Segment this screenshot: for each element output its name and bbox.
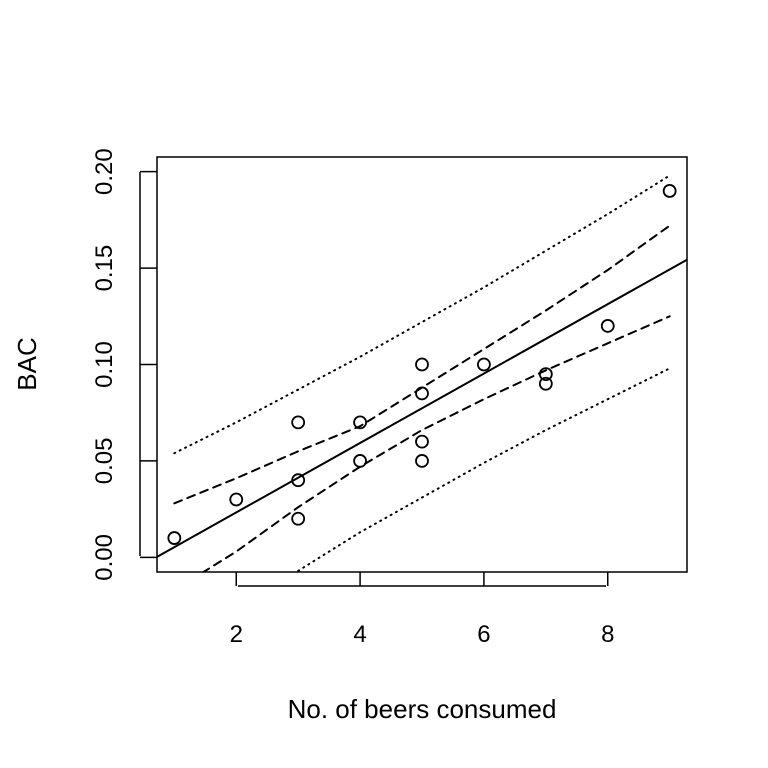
- data-point: [229, 492, 244, 507]
- y-tick-label: 0.20: [91, 148, 118, 195]
- data-point: [353, 415, 367, 430]
- prediction-band-lower: [297, 367, 671, 572]
- y-axis: 0.00 0.05 0.10 0.15 0.20: [91, 148, 157, 581]
- fit-line-group: [157, 258, 687, 558]
- data-point: [477, 357, 491, 372]
- data-point: [291, 415, 306, 430]
- data-point: [353, 454, 367, 468]
- data-point: [415, 357, 429, 372]
- x-tick-label: 2: [230, 621, 243, 648]
- x-axis-title: No. of beers consumed: [288, 694, 557, 724]
- regression-line: [157, 258, 687, 558]
- confidence-band-upper: [173, 224, 671, 505]
- y-axis-title: BAC: [12, 337, 42, 390]
- data-point: [415, 386, 429, 401]
- data-point: [167, 531, 182, 545]
- plot-frame: [156, 156, 688, 573]
- x-tick-label: 4: [353, 621, 366, 648]
- confidence-band-lower: [201, 315, 671, 572]
- data-point: [291, 473, 306, 488]
- x-tick-label: 6: [477, 621, 490, 648]
- data-point: [600, 319, 615, 333]
- data-point: [415, 434, 429, 449]
- x-tick-label: 8: [601, 621, 614, 648]
- bands-group: [173, 174, 671, 572]
- data-point: [415, 454, 429, 468]
- y-tick-label: 0.15: [91, 245, 118, 292]
- y-tick-label: 0.10: [91, 341, 118, 388]
- y-tick-label: 0.05: [91, 438, 118, 485]
- data-point: [291, 511, 306, 526]
- y-tick-label: 0.00: [91, 534, 118, 581]
- x-axis: 2 4 6 8: [230, 572, 614, 648]
- prediction-band-upper: [173, 174, 671, 455]
- data-point: [538, 376, 553, 391]
- points-group: [167, 184, 677, 545]
- data-point: [538, 367, 553, 382]
- data-point: [662, 184, 677, 198]
